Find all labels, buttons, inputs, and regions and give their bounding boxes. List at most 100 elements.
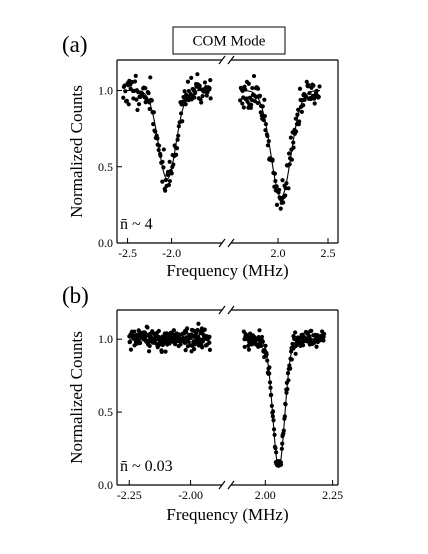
data-point [156, 334, 161, 339]
data-point [160, 159, 165, 165]
data-point [132, 329, 137, 334]
data-point [308, 337, 313, 342]
data-point [251, 73, 257, 79]
data-point [167, 178, 172, 184]
data-point [267, 365, 272, 370]
data-point [189, 75, 194, 80]
data-point [281, 200, 286, 205]
data-point [307, 90, 312, 96]
data-point [183, 348, 188, 353]
data-point [188, 335, 193, 340]
data-point [309, 328, 314, 333]
data-point [186, 339, 191, 344]
data-point [207, 86, 212, 91]
data-point [148, 75, 153, 80]
data-point [199, 100, 204, 105]
data-point [301, 103, 306, 108]
data-point [295, 112, 300, 117]
data-point [243, 87, 248, 92]
data-point [163, 177, 169, 183]
chart-panel-b: (b) 0.0 0.5 1.0 -2.25 -2.00 2.00 2.25 Frequency … [62, 283, 343, 524]
x-tick-label: 2.5 [321, 246, 336, 260]
data-point [311, 83, 316, 88]
data-point [260, 339, 265, 344]
x-tick-label: -2.0 [162, 246, 181, 260]
data-point [163, 188, 168, 193]
axis-break-mark [218, 55, 226, 65]
data-point [312, 96, 317, 101]
data-point [193, 90, 198, 96]
data-point [299, 109, 304, 114]
data-point [160, 179, 165, 184]
panel-label: (a) [62, 32, 88, 57]
data-point [317, 84, 322, 89]
data-point [155, 136, 160, 141]
data-point [185, 79, 191, 84]
data-point [123, 89, 128, 94]
data-point [288, 366, 293, 371]
data-point [204, 93, 209, 98]
data-point [312, 101, 317, 106]
data-point [191, 347, 197, 352]
data-point [265, 143, 270, 148]
data-point [272, 171, 277, 176]
data-point [273, 178, 278, 184]
data-point [195, 327, 200, 333]
data-point [159, 349, 164, 354]
y-axis-label: Normalized Counts [67, 331, 86, 464]
data-point [183, 102, 188, 107]
data-point [158, 153, 163, 158]
x-tick-label: 2.00 [255, 488, 276, 502]
data-point [269, 392, 274, 398]
data-point [283, 193, 288, 198]
data-point [249, 102, 254, 107]
data-point [301, 343, 306, 348]
y-tick-label: 0.5 [98, 160, 113, 174]
series-right [238, 73, 322, 211]
data-point [285, 371, 291, 376]
data-point [182, 89, 187, 94]
x-tick-label: -2.00 [178, 488, 203, 502]
data-point [244, 96, 249, 101]
data-point [280, 178, 285, 183]
data-point [291, 145, 296, 150]
data-point [195, 72, 200, 77]
data-point [280, 441, 285, 446]
x-tick-label: 2.0 [271, 246, 286, 260]
axis-break-mark [218, 480, 226, 490]
data-point [308, 96, 313, 101]
chart-title: COM Mode [193, 34, 266, 50]
data-point [151, 110, 156, 115]
series-left [121, 72, 213, 193]
data-point [146, 349, 152, 354]
data-point [184, 330, 189, 335]
data-point [264, 352, 269, 357]
data-point [304, 79, 309, 84]
data-point [262, 114, 267, 119]
axis-break-mark [227, 238, 235, 248]
data-point [322, 331, 327, 337]
data-point [169, 171, 174, 176]
data-point [133, 73, 138, 78]
data-point [208, 77, 213, 83]
data-point [145, 325, 150, 330]
data-point [286, 186, 291, 191]
data-point [156, 147, 161, 153]
data-point [263, 343, 268, 348]
chart-title-box [172, 26, 286, 55]
y-tick-label: 1.0 [98, 84, 113, 98]
data-point [281, 428, 286, 433]
x-tick-label: -2.5 [118, 246, 137, 260]
data-point [290, 341, 295, 346]
data-point [171, 328, 176, 333]
data-point [161, 165, 166, 170]
data-point [240, 101, 245, 106]
data-point [163, 349, 168, 354]
data-point [167, 159, 172, 164]
data-point [207, 340, 212, 345]
data-point [207, 347, 213, 352]
data-point [136, 90, 141, 95]
data-point [178, 342, 183, 347]
data-point [287, 162, 292, 167]
data-point [286, 151, 292, 156]
